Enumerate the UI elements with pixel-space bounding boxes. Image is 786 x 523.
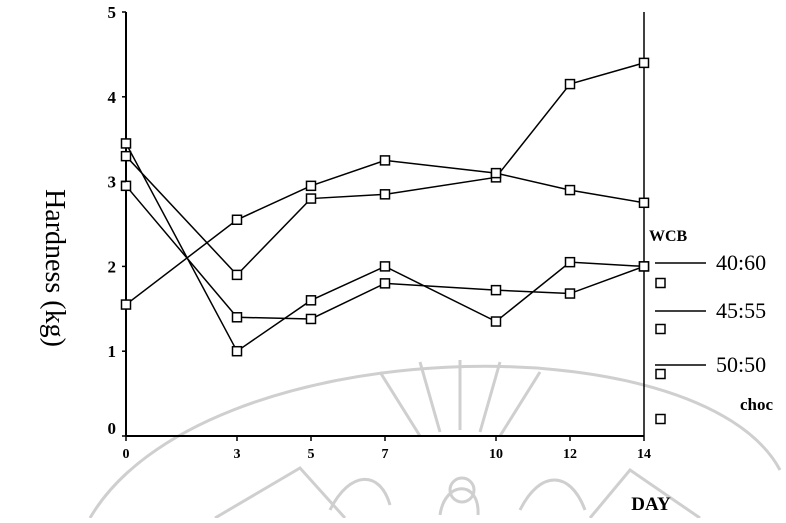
legend-label: 45:55: [716, 298, 766, 323]
y-tick-label: 4: [108, 88, 117, 107]
y-axis-label: Hardness (kg): [39, 189, 70, 347]
series-40-60: [120, 57, 650, 281]
x-tick-label: 3: [234, 447, 241, 462]
legend-entry: choc: [655, 395, 774, 425]
data-point: [490, 316, 502, 327]
data-point: [490, 167, 502, 179]
data-point: [564, 288, 576, 299]
series-line: [125, 185, 645, 320]
data-point: [638, 57, 650, 69]
data-point: [305, 295, 317, 306]
data-point: [305, 193, 317, 204]
x-axis-label: DAY: [631, 494, 671, 515]
data-point: [120, 180, 132, 192]
watermark-seal: [88, 360, 782, 520]
y-tick-label: 2: [108, 257, 117, 276]
data-point: [379, 155, 391, 166]
data-point: [305, 180, 317, 192]
data-point: [638, 197, 650, 209]
series-choc: [120, 180, 650, 325]
x-tick-label: 14: [637, 447, 651, 462]
data-point: [379, 261, 391, 272]
legend-label: 40:60: [716, 250, 766, 275]
series-layer: [120, 57, 650, 357]
legend: WCB 40:60 45:55 50:50 choc: [649, 228, 774, 425]
data-point: [231, 269, 243, 281]
legend-title: WCB: [649, 228, 688, 245]
legend-marker: [655, 368, 666, 380]
series-45-55: [120, 155, 650, 310]
data-point: [120, 150, 132, 162]
y-tick-label: 0: [108, 419, 117, 438]
x-tick-label: 10: [489, 447, 503, 462]
data-point: [231, 345, 243, 357]
legend-entry: 45:55: [655, 298, 766, 335]
legend-label: 50:50: [716, 352, 766, 377]
y-tick-label: 3: [108, 173, 117, 192]
data-point: [490, 284, 502, 296]
legend-marker: [655, 277, 666, 289]
x-tick-label: 5: [308, 447, 315, 462]
y-tick-label: 5: [108, 3, 117, 22]
legend-marker: [655, 323, 666, 335]
data-point: [379, 189, 391, 200]
legend-entry: 40:60: [655, 250, 766, 289]
legend-entry: 50:50: [655, 352, 766, 380]
data-point: [379, 278, 391, 289]
series-50-50: [120, 138, 650, 357]
data-point: [305, 313, 317, 325]
data-point: [564, 184, 576, 196]
data-point: [120, 299, 132, 310]
y-tick-label: 1: [108, 342, 117, 361]
x-tick-label: 0: [123, 447, 130, 462]
data-point: [120, 138, 132, 149]
x-tick-label: 7: [382, 447, 389, 462]
data-point: [564, 256, 576, 268]
legend-label: choc: [740, 395, 774, 414]
data-point: [564, 78, 576, 90]
series-line: [125, 143, 645, 353]
data-point: [231, 312, 243, 323]
x-tick-label: 12: [563, 447, 577, 462]
series-line: [125, 62, 645, 276]
legend-marker: [655, 413, 666, 425]
data-point: [638, 261, 650, 272]
data-point: [231, 214, 243, 226]
